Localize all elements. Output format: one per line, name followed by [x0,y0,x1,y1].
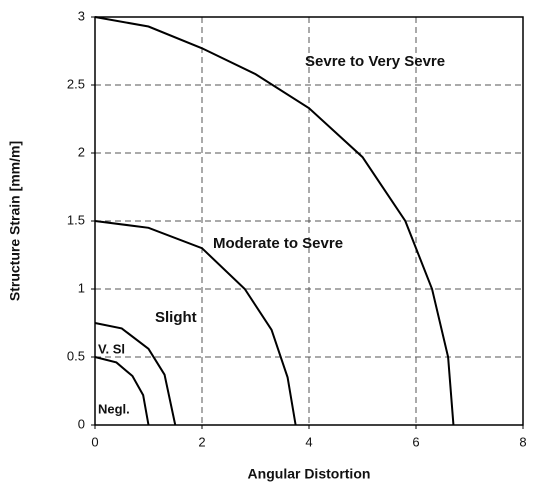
x-tick-label: 0 [91,434,98,449]
y-tick-label: 1.5 [67,212,85,227]
y-tick-label: 0.5 [67,348,85,363]
y-tick-label: 1 [78,280,85,295]
boundary-line [94,356,150,426]
y-axis-label: Structure Strain [mm/m] [7,141,23,301]
y-tick-label: 2.5 [67,76,85,91]
zone-label: V. Sl [98,341,125,356]
x-tick-label: 8 [519,434,526,449]
x-tick-label: 6 [412,434,419,449]
x-axis-label: Angular Distortion [248,466,371,482]
x-tick-label: 4 [305,434,312,449]
y-tick-label: 2 [78,144,85,159]
boundary-line [94,16,455,426]
boundary-line [94,322,177,426]
zone-label: Slight [155,309,197,326]
x-tick-label: 2 [198,434,205,449]
zone-label: Sevre to Very Sevre [305,53,445,70]
zone-label: Moderate to Sevre [213,235,343,252]
y-tick-label: 0 [78,416,85,431]
y-tick-label: 3 [78,8,85,23]
zone-label: Negl. [98,401,130,416]
boundary-line [94,220,297,426]
